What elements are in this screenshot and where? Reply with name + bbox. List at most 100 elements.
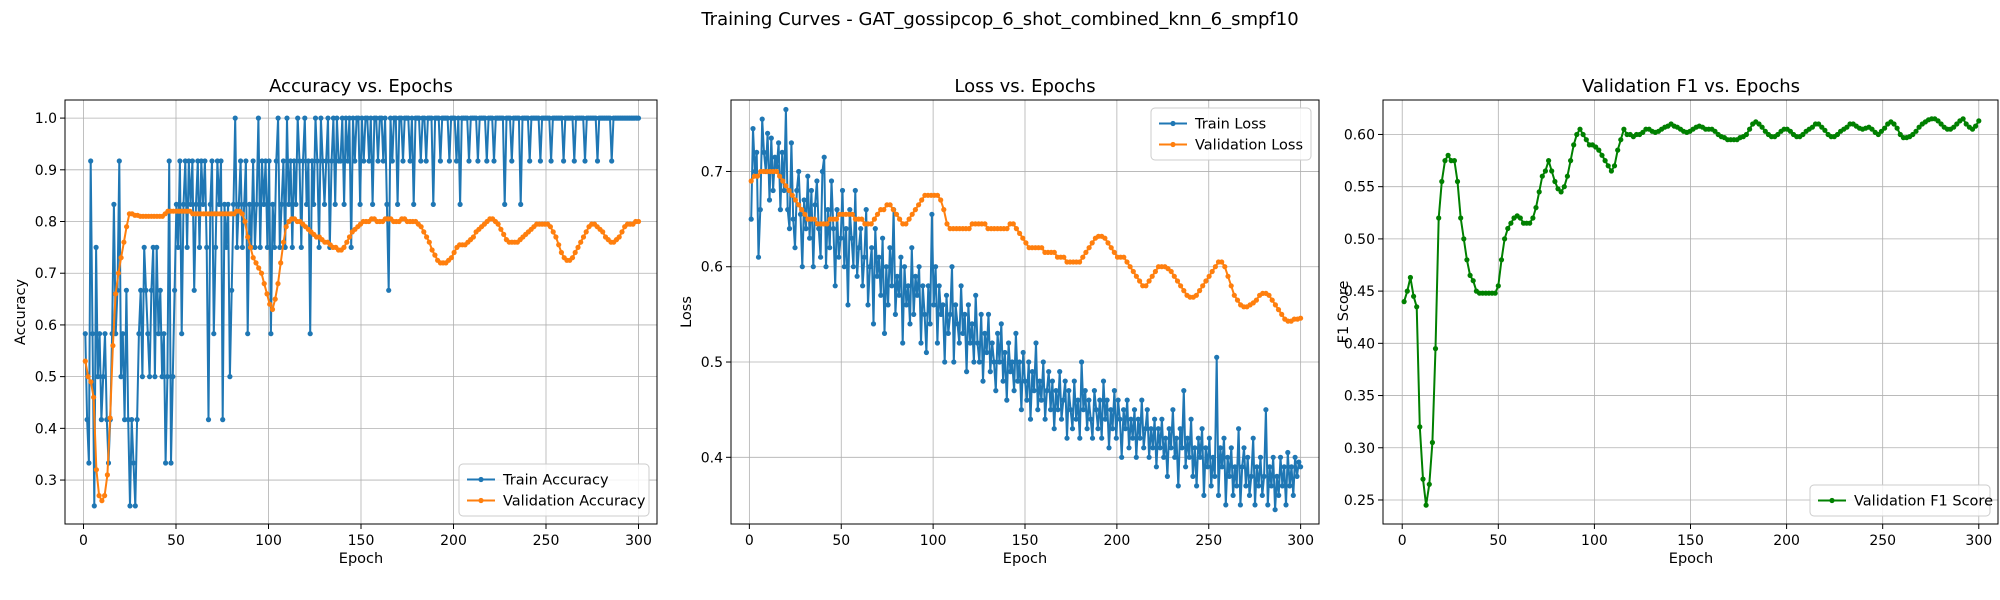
accuracy-plot-series-1-point xyxy=(507,115,513,121)
accuracy-plot-series-1-point xyxy=(227,374,233,380)
loss-plot-series-2-point xyxy=(938,197,944,203)
accuracy-plot-series-1-point xyxy=(361,158,367,164)
loss-plot-title: Loss vs. Epochs xyxy=(954,76,1095,97)
accuracy-plot-series-2-point xyxy=(432,252,438,258)
loss-plot-series-2-point xyxy=(944,221,950,227)
f1-plot-series-1-point xyxy=(1414,304,1420,310)
loss-plot-series-1-point xyxy=(1126,445,1132,451)
f1-plot-xtick-label: 100 xyxy=(1581,533,1608,549)
loss-plot-series-2-point xyxy=(909,211,915,217)
loss-plot-xlabel: Epoch xyxy=(1003,551,1047,567)
loss-plot-series-1-point xyxy=(1203,445,1209,451)
loss-plot-series-1-point xyxy=(1267,464,1273,470)
loss-plot-series-1-point xyxy=(996,359,1003,365)
loss-plot-series-1-point xyxy=(834,207,840,213)
accuracy-plot-series-1-point xyxy=(270,201,276,207)
loss-plot-series-1-point xyxy=(1237,502,1243,508)
f1-plot-series-1-point xyxy=(1404,288,1410,294)
accuracy-plot-series-1-point xyxy=(111,201,117,207)
accuracy-plot-series-2-point xyxy=(550,229,556,235)
f1-plot-series-1-point xyxy=(1891,121,1897,127)
loss-plot-series-1-point xyxy=(1020,349,1026,356)
accuracy-plot-ytick-label: 0.4 xyxy=(35,421,57,437)
loss-plot-series-2-point xyxy=(893,211,900,217)
f1-plot-series-1-point xyxy=(1564,173,1570,179)
f1-plot-xtick-label: 250 xyxy=(1869,533,1896,549)
loss-plot-series-1-point xyxy=(1283,502,1289,508)
loss-plot-xtick-label: 50 xyxy=(832,533,850,549)
loss-plot-series-2-point xyxy=(1234,297,1241,303)
accuracy-plot-series-1-point xyxy=(527,158,533,164)
accuracy-plot-series-1-point xyxy=(220,417,226,423)
loss-plot-series-1-point xyxy=(1150,445,1156,451)
loss-plot-series-1-point xyxy=(1166,426,1172,432)
loss-plot-series-1-point xyxy=(818,254,824,260)
loss-plot-series-1-point xyxy=(768,135,774,141)
accuracy-plot: Accuracy vs. Epochs 0 50 100 150 200 250 300 0.… xyxy=(13,76,658,567)
accuracy-plot-xtick-label: 300 xyxy=(625,533,652,549)
loss-plot-series-1-point xyxy=(971,359,977,365)
loss-plot-series-2-point xyxy=(1111,249,1117,255)
accuracy-plot-series-1-point xyxy=(337,158,344,164)
accuracy-plot-series-1-point xyxy=(329,158,335,164)
loss-plot-series-1-point xyxy=(1163,435,1169,441)
accuracy-plot-series-1-point xyxy=(314,158,320,164)
loss-plot-series-1-point xyxy=(819,168,826,175)
loss-plot-series-1-point xyxy=(1099,435,1105,441)
accuracy-plot-series-1-point xyxy=(407,158,413,164)
accuracy-plot-series-1-point xyxy=(537,158,544,164)
accuracy-plot-series-1-point xyxy=(286,201,292,207)
loss-plot-series-1-point xyxy=(1097,397,1103,403)
accuracy-plot-series-1-point xyxy=(204,244,210,250)
loss-plot-series-1-point xyxy=(900,340,906,346)
loss-plot-series-1-point xyxy=(954,321,961,327)
loss-plot-series-1-point xyxy=(1048,407,1054,413)
loss-plot-series-2-point xyxy=(849,211,855,217)
accuracy-plot-series-2-point xyxy=(616,234,622,240)
loss-plot-series-1-point xyxy=(1164,473,1170,479)
accuracy-plot-series-1-point xyxy=(89,331,96,337)
accuracy-plot-series-1-point xyxy=(482,115,488,121)
f1-plot-series-1-point xyxy=(1461,236,1467,242)
accuracy-plot-series-2-point xyxy=(553,234,559,240)
loss-plot-series-1-point xyxy=(1172,454,1178,460)
loss-plot-series-1-point xyxy=(1128,416,1134,422)
loss-plot-series-1-point xyxy=(1044,388,1050,394)
accuracy-plot-series-1-point xyxy=(145,331,151,337)
accuracy-plot-series-1-point xyxy=(221,201,228,207)
f1-plot-series-1-point xyxy=(1401,299,1407,305)
loss-plot-series-2-point xyxy=(1004,226,1010,232)
loss-plot-series-1-point xyxy=(1046,369,1052,375)
f1-plot-series-1-point xyxy=(1963,121,1969,127)
loss-plot-series-1-point xyxy=(816,226,822,232)
loss-plot-series-1-point xyxy=(1236,426,1242,432)
accuracy-plot-series-2-point xyxy=(88,379,94,385)
accuracy-plot-series-1-point xyxy=(232,115,238,121)
accuracy-plot-series-1-point xyxy=(295,115,301,121)
loss-plot-series-1-point xyxy=(918,340,924,346)
loss-plot-series-1-point xyxy=(881,330,888,336)
accuracy-plot-series-1-point xyxy=(132,503,138,509)
accuracy-plot-series-1-point xyxy=(375,158,381,164)
loss-plot-series-1-point xyxy=(850,264,857,270)
loss-plot-series-1-point xyxy=(887,245,893,251)
loss-plot-series-1-point xyxy=(783,106,789,113)
loss-plot-series-1-point xyxy=(761,149,767,155)
accuracy-plot-series-1-point xyxy=(82,331,88,337)
loss-plot-ytick-label: 0.4 xyxy=(701,450,723,466)
loss-plot-series-1-point xyxy=(1060,397,1066,403)
loss-plot-series-1-point xyxy=(1146,454,1152,460)
loss-plot-series-2-point xyxy=(1219,259,1225,265)
loss-plot-series-2-point xyxy=(1212,264,1218,270)
loss-plot-series-1-point xyxy=(1015,378,1021,384)
accuracy-plot-series-2-point xyxy=(242,218,248,225)
loss-plot-series-1-point xyxy=(1038,397,1044,403)
loss-plot-series-1-point xyxy=(916,264,922,270)
loss-plot-series-2-point xyxy=(1193,292,1199,298)
loss-plot-series-1-point xyxy=(1009,359,1015,365)
loss-plot-series-1-point xyxy=(790,216,796,222)
loss-plot-series-1-point xyxy=(903,302,910,308)
accuracy-plot-series-1-point xyxy=(325,115,331,121)
accuracy-plot-ytick-label: 0.5 xyxy=(35,370,57,386)
